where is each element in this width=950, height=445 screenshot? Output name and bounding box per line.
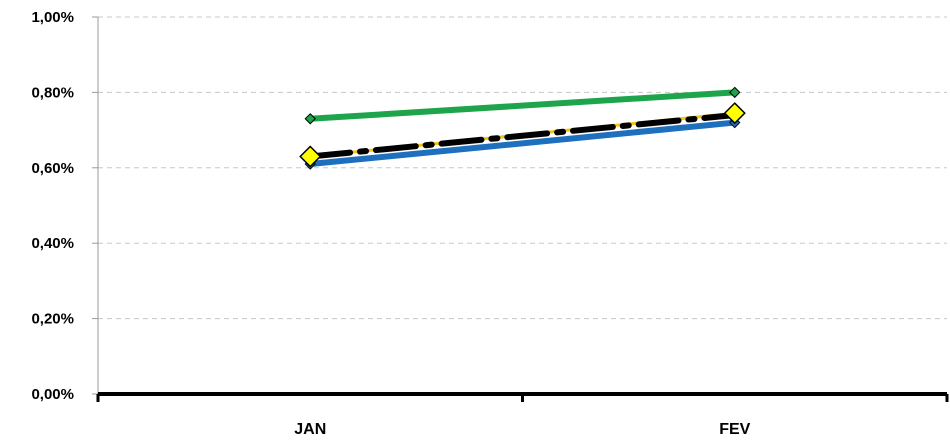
- y-tick-label: 0,40%: [31, 235, 74, 252]
- tick-labels: 0,00% 0,20% 0,40% 0,60% 0,80% 1,00% JAN FEV: [31, 9, 750, 438]
- series-line-4: [307, 112, 738, 160]
- y-tick-label: 0,20%: [31, 311, 74, 328]
- series-1-marker: [729, 86, 741, 99]
- series-1-marker: [304, 113, 316, 125]
- y-tick-label: 0,00%: [31, 386, 74, 403]
- series-lines: [307, 89, 738, 168]
- series-line-1: [310, 89, 735, 122]
- axes: [92, 16, 949, 402]
- series-markers: [299, 86, 746, 170]
- series-line-2: [309, 119, 736, 168]
- gridlines: [98, 16, 947, 320]
- y-tick-label: 0,80%: [31, 84, 74, 101]
- series-3-marker: [299, 145, 322, 168]
- x-category-label: FEV: [719, 421, 750, 438]
- series-3-marker: [723, 102, 746, 125]
- x-category-label: JAN: [294, 421, 326, 438]
- y-tick-label: 0,60%: [31, 160, 74, 177]
- y-tick-label: 1,00%: [31, 9, 74, 26]
